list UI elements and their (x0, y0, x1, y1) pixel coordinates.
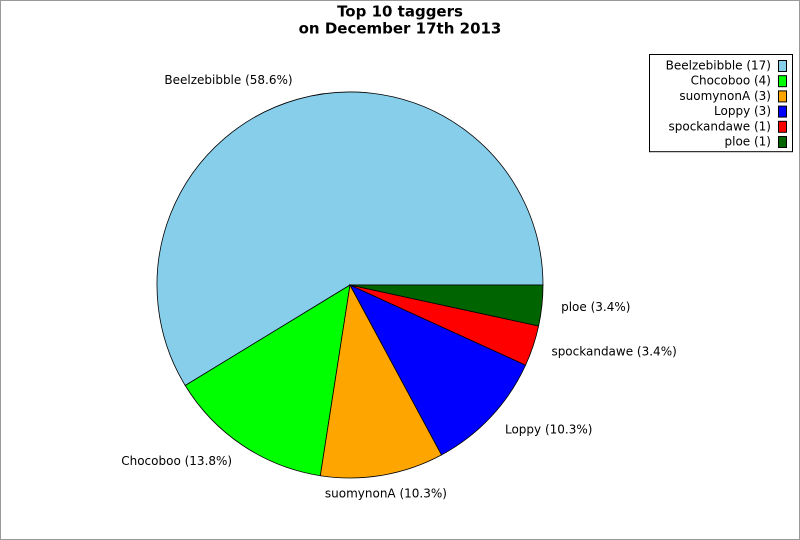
legend-swatch (778, 105, 787, 118)
slice-label: Chocoboo (13.8%) (121, 454, 232, 468)
legend-swatch (778, 90, 787, 103)
slice-label: ploe (3.4%) (561, 300, 630, 314)
legend-swatch (778, 136, 787, 148)
pie-slice (349, 284, 544, 327)
legend-label: ploe (1) (725, 135, 772, 149)
pie-slice (156, 91, 544, 387)
slice-label: Loppy (10.3%) (505, 423, 592, 437)
legend-swatch (778, 60, 787, 72)
legend-label: Loppy (3) (714, 104, 771, 118)
pie-slice (319, 283, 443, 479)
chart-subtitle: on December 17th 2013 (299, 20, 502, 38)
legend-swatch (778, 120, 787, 133)
chart-title: Top 10 taggers (337, 3, 463, 21)
slice-label: suomynonA (10.3%) (325, 487, 447, 501)
slice-label: spockandawe (3.4%) (551, 345, 676, 359)
legend-label: Beelzebibble (17) (666, 59, 771, 73)
legend-label: suomynonA (3) (679, 89, 771, 103)
legend-box (649, 54, 793, 153)
pie-slice (349, 284, 527, 456)
slice-label: Beelzebibble (58.6%) (164, 73, 292, 87)
legend-label: spockandawe (1) (669, 119, 772, 133)
pie-slice (184, 284, 351, 477)
legend-swatch (778, 75, 787, 88)
legend-label: Chocoboo (4) (691, 74, 771, 88)
